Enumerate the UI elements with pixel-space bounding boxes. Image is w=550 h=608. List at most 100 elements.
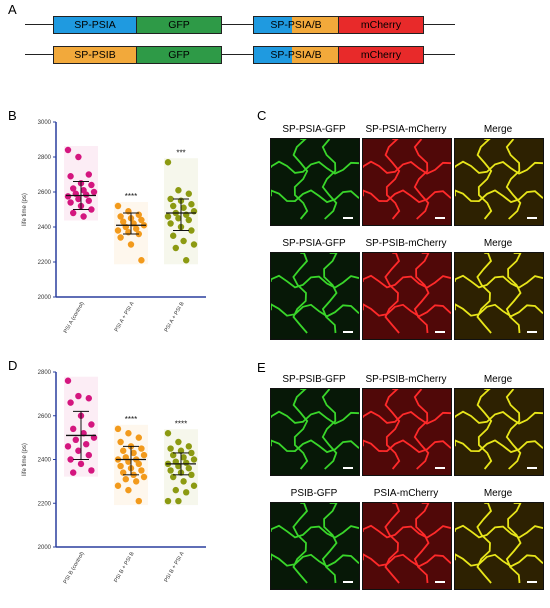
- backbone-line: [25, 24, 455, 25]
- panel-letter-b: B: [8, 108, 17, 123]
- y-tick-label: 2600: [38, 414, 52, 420]
- y-tick-label: 2800: [38, 370, 52, 376]
- panel-letter-c: C: [257, 108, 267, 123]
- sp-psia-b-segment: SP-PSIA/B: [253, 16, 339, 34]
- data-point: [72, 436, 80, 444]
- micrograph-label: Merge: [483, 238, 513, 249]
- y-tick-label: 2200: [38, 260, 52, 266]
- micrograph-image: [270, 388, 360, 476]
- data-point: [180, 204, 187, 211]
- y-tick-label: 2400: [38, 458, 52, 464]
- cell-outlines: [363, 139, 451, 225]
- y-tick-label: 3000: [38, 120, 52, 126]
- data-point: [117, 438, 124, 446]
- mcherry-segment: mCherry: [338, 16, 424, 34]
- data-point: [177, 447, 185, 454]
- micrograph-label: SP-PSIB-mCherry: [365, 374, 447, 385]
- micrograph-label: Merge: [483, 374, 513, 385]
- data-point: [83, 440, 90, 448]
- cell-outlines: [363, 503, 451, 589]
- data-point: [120, 218, 127, 225]
- data-point: [175, 497, 182, 505]
- cell-outlines: [455, 503, 543, 589]
- scale-bar: [435, 217, 445, 219]
- category-label: PSI B (control): [63, 551, 86, 585]
- data-point: [67, 456, 74, 463]
- data-point: [117, 234, 124, 241]
- data-point: [175, 438, 182, 446]
- data-point: [122, 475, 129, 483]
- cell-outlines: [271, 253, 359, 339]
- data-point: [85, 395, 93, 402]
- construct-row-2: SP-PSIB GFP SP-PSIA/B mCherry: [25, 46, 455, 64]
- cell-outlines: [455, 389, 543, 475]
- panel-letter-d: D: [8, 358, 18, 373]
- data-point: [114, 482, 122, 489]
- sp-psia-b-segment: SP-PSIA/B: [253, 46, 339, 64]
- micrograph-image: [270, 138, 360, 226]
- cell-outlines: [271, 389, 359, 475]
- data-point: [170, 202, 177, 210]
- data-point: [175, 187, 182, 194]
- data-point: [167, 445, 174, 452]
- scale-bar: [435, 467, 445, 469]
- cell-outlines: [363, 389, 451, 475]
- micrograph-image: [362, 388, 452, 476]
- data-point: [88, 181, 95, 189]
- data-point: [185, 443, 192, 450]
- micrograph-image: [270, 252, 360, 340]
- data-point: [130, 449, 137, 457]
- scale-bar: [435, 581, 445, 583]
- data-point: [70, 469, 77, 476]
- data-point: [164, 213, 172, 220]
- cell-outlines: [271, 139, 359, 225]
- y-tick-label: 2600: [38, 190, 52, 196]
- data-point: [85, 171, 93, 178]
- data-point: [114, 227, 122, 234]
- cell-outlines: [363, 253, 451, 339]
- data-point: [185, 190, 192, 197]
- significance-label: ****: [175, 419, 187, 428]
- significance-label: ****: [125, 192, 137, 201]
- data-point: [85, 197, 93, 204]
- data-point: [64, 146, 72, 154]
- data-point: [175, 215, 182, 222]
- data-point: [190, 482, 198, 489]
- data-point: [88, 206, 95, 213]
- data-point: [180, 478, 187, 485]
- data-point: [172, 244, 179, 252]
- y-tick-label: 2200: [38, 501, 52, 507]
- micrograph-label: SP-PSIB-GFP: [282, 374, 346, 385]
- data-point: [114, 425, 122, 433]
- significance-label: ***: [176, 148, 185, 157]
- micrograph-image: [362, 138, 452, 226]
- data-point: [133, 478, 140, 485]
- data-point: [140, 473, 148, 481]
- data-point: [125, 486, 132, 494]
- micrograph-label: Merge: [483, 488, 513, 499]
- data-point: [75, 153, 82, 161]
- data-point: [188, 227, 195, 234]
- data-point: [64, 193, 72, 200]
- micrograph-grid-e: SP-PSIB-GFP SP-PSIB-mCherry Merge PSIB-GFP P…: [270, 374, 546, 590]
- data-point: [183, 257, 190, 264]
- micrograph-image: [270, 502, 360, 590]
- data-point: [180, 454, 187, 461]
- y-tick-label: 2000: [38, 545, 52, 551]
- micrograph-label: SP-PSIA-mCherry: [365, 124, 447, 135]
- data-point: [64, 443, 72, 450]
- data-point: [180, 237, 187, 245]
- chart-d: 2000 2200 2400 2600 2800 life time (ps) PSI B …: [22, 370, 206, 585]
- micrograph-label: Merge: [483, 124, 513, 135]
- data-point: [67, 399, 74, 406]
- data-point: [170, 451, 177, 459]
- data-point: [167, 467, 174, 474]
- panel-letter-e: E: [257, 360, 266, 375]
- y-tick-label: 2000: [38, 295, 52, 301]
- category-label: PSI A + PSI B: [164, 301, 186, 334]
- scale-bar: [527, 467, 537, 469]
- micrograph-image: [362, 252, 452, 340]
- scale-bar: [343, 331, 353, 333]
- data-point: [138, 216, 145, 224]
- data-point: [138, 467, 145, 474]
